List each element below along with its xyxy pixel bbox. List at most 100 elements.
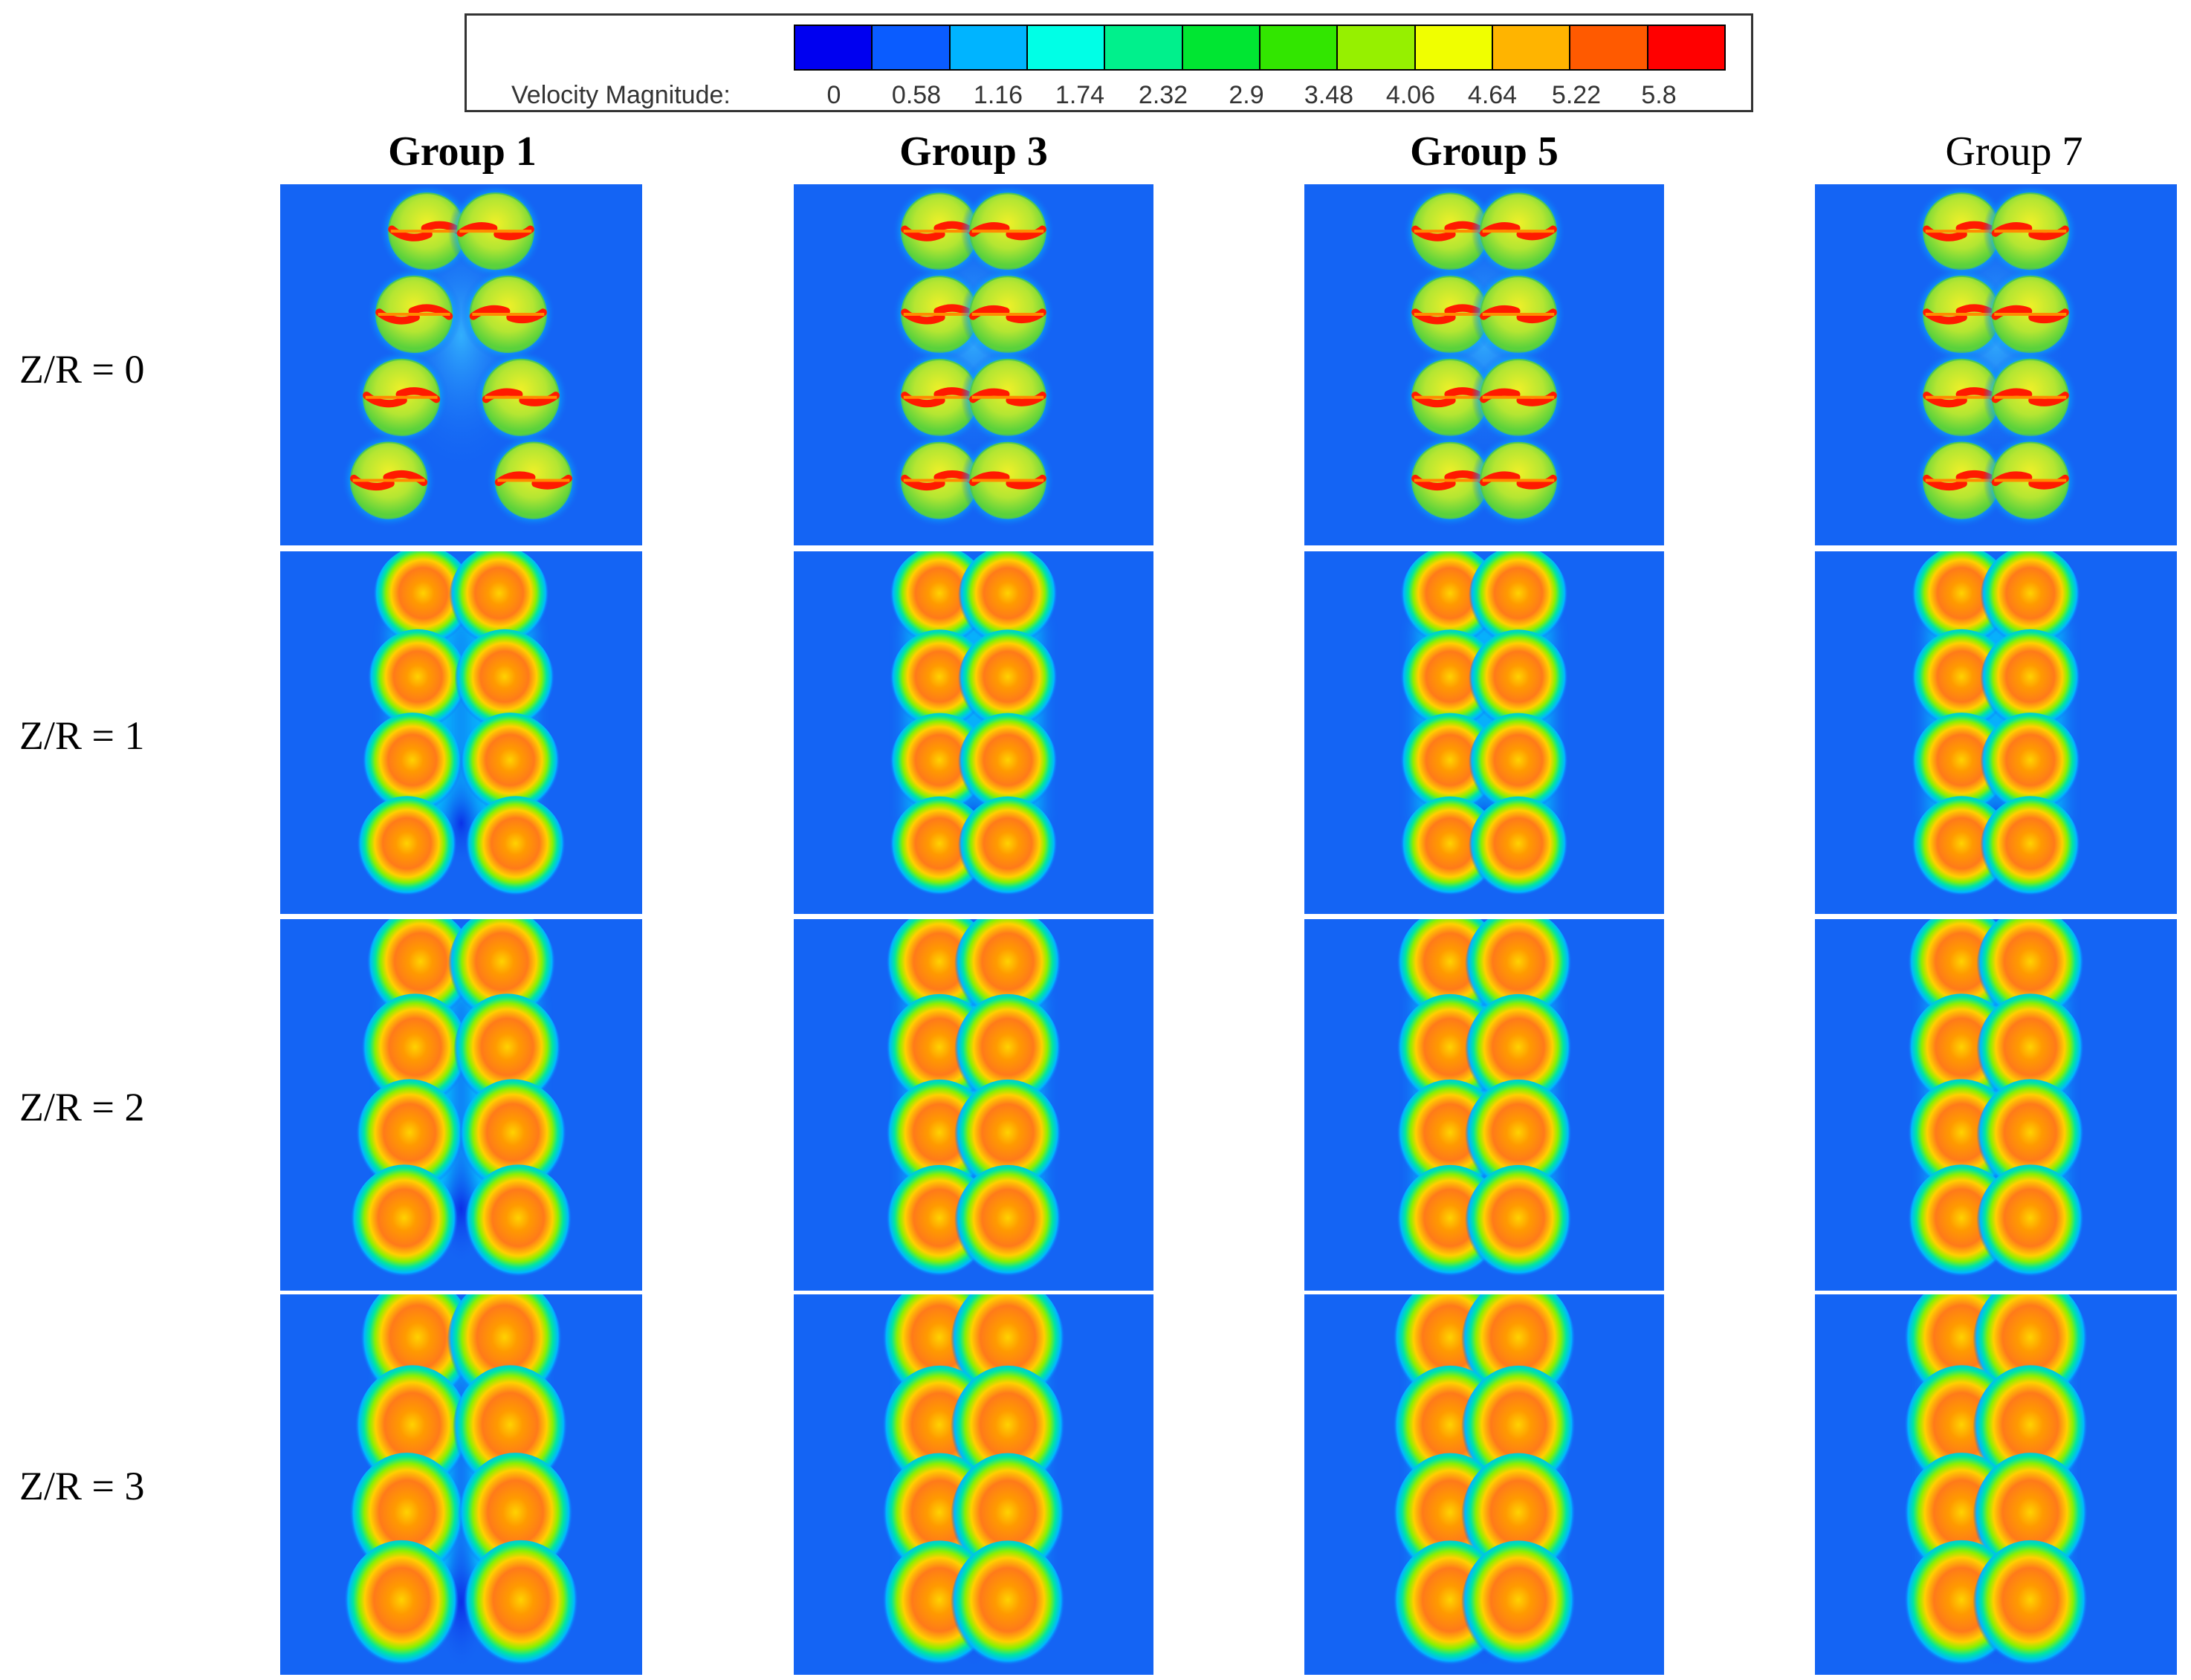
contour-panel [1304, 919, 1664, 1291]
rotor-wake [449, 551, 549, 652]
velocity-contour-plot [1304, 1294, 1664, 1675]
velocity-contour-plot [794, 1294, 1153, 1675]
rotor-wake [465, 796, 566, 901]
rotor-wake [890, 713, 989, 818]
contour-panel [1304, 1294, 1664, 1675]
contour-panel [280, 919, 642, 1291]
colorbar-swatch [1570, 26, 1648, 69]
velocity-contour-plot [1815, 1294, 2177, 1675]
contour-panel [280, 551, 642, 914]
group-title: Group 5 [1410, 129, 1559, 175]
velocity-contour-plot [1815, 184, 2177, 545]
group-title: Group 7 [1945, 129, 2083, 175]
velocity-contour-plot [1815, 919, 2177, 1291]
rotor-wake [1461, 1540, 1576, 1673]
rotor-wake [1400, 713, 1500, 818]
rotor-wake [1400, 796, 1500, 901]
rotor-wake [951, 1540, 1065, 1673]
colorbar-tick-label: 0 [826, 81, 841, 109]
colorbar [794, 25, 1726, 71]
row-label: Z/R = 2 [19, 1085, 145, 1129]
contour-panel [794, 919, 1153, 1291]
rotor-wake [1469, 629, 1568, 734]
contour-panel [1815, 1294, 2177, 1675]
rotor-wake [1465, 919, 1572, 1027]
rotor-wake [954, 1164, 1061, 1283]
rotor-wake [890, 629, 989, 734]
rotor-wake [355, 1079, 464, 1198]
velocity-contour-plot [1304, 551, 1664, 914]
velocity-contour-plot [1304, 184, 1664, 545]
rotor-wake [453, 993, 561, 1112]
rotor-wake [373, 551, 473, 652]
contour-panel [794, 551, 1153, 914]
colorbar-swatch [1648, 26, 1724, 69]
colorbar-swatch [873, 26, 951, 69]
group-title: Group 1 [388, 129, 537, 175]
rotor-wake [1976, 993, 2085, 1112]
rotor-wake [459, 1079, 567, 1198]
velocity-contour-plot [1815, 551, 2177, 914]
rotor-wake [1911, 713, 2012, 818]
colorbar-swatch [950, 26, 1028, 69]
rotor-wake [890, 796, 989, 901]
colorbar-swatch [1105, 26, 1183, 69]
contour-panel [794, 184, 1153, 545]
contour-panel [280, 184, 642, 545]
rotor-wake [464, 1164, 572, 1283]
row-label: Z/R = 3 [19, 1464, 145, 1508]
velocity-contour-plot [1304, 919, 1664, 1291]
rotor-wake [1980, 713, 2081, 818]
rotor-wake [954, 1079, 1061, 1198]
colorbar-ticks: 0 0.58 1.16 1.74 2.32 2.9 3.48 4.06 4.64 5.22 5.8 [467, 81, 1751, 111]
colorbar-swatch [1260, 26, 1339, 69]
colorbar-tick-label: 5.8 [1641, 81, 1677, 109]
colorbar-tick-label: 0.58 [891, 81, 942, 109]
contour-panel [1815, 919, 2177, 1291]
velocity-contour-plot [280, 551, 642, 914]
rotor-wake [367, 629, 468, 735]
rotor-wake [1976, 1164, 2085, 1283]
rotor-wake [1465, 1079, 1572, 1198]
rotor-wake [958, 713, 1058, 818]
rotor-wake [1400, 629, 1500, 734]
colorbar-swatch [1182, 26, 1260, 69]
velocity-contour-plot [794, 551, 1153, 914]
rotor-wake [361, 993, 469, 1112]
rotor-wake [1911, 796, 2012, 901]
rotor-wake [954, 919, 1061, 1027]
rotor-wake [463, 1540, 579, 1673]
rotor-wake [1972, 1540, 2088, 1673]
rotor-wake [958, 551, 1058, 651]
rotor-wake [1911, 629, 2012, 735]
colorbar-swatch [1415, 26, 1493, 69]
contour-panel [1304, 184, 1664, 545]
colorbar-tick-label: 1.74 [1055, 81, 1105, 109]
rotor-wake [1980, 551, 2081, 652]
rotor-wake [1976, 1079, 2085, 1198]
velocity-contour-plot [794, 919, 1153, 1291]
rotor-wake [958, 796, 1058, 901]
colorbar-swatch [1338, 26, 1416, 69]
colorbar-tick-label: 3.48 [1304, 81, 1354, 109]
colorbar-tick-label: 2.9 [1229, 81, 1264, 109]
colorbar-tick-label: 2.32 [1138, 81, 1188, 109]
velocity-contour-plot [794, 184, 1153, 545]
colorbar-tick-label: 1.16 [973, 81, 1023, 109]
rotor-wake [357, 796, 457, 901]
velocity-contour-plot [280, 184, 642, 545]
contour-panel [794, 1294, 1153, 1675]
colorbar-swatch [795, 26, 873, 69]
rotor-wake [1465, 993, 1572, 1112]
colorbar-tick-label: 5.22 [1551, 81, 1602, 109]
rotor-wake [343, 1540, 459, 1673]
rotor-wake [954, 993, 1061, 1112]
row-label: Z/R = 1 [19, 713, 145, 758]
velocity-contour-plot [280, 1294, 642, 1675]
group-title: Group 3 [899, 129, 1048, 175]
rotor-wake [1469, 551, 1568, 651]
contour-panel [1304, 551, 1664, 914]
rotor-wake [350, 1164, 459, 1283]
colorbar-tick-label: 4.64 [1467, 81, 1518, 109]
